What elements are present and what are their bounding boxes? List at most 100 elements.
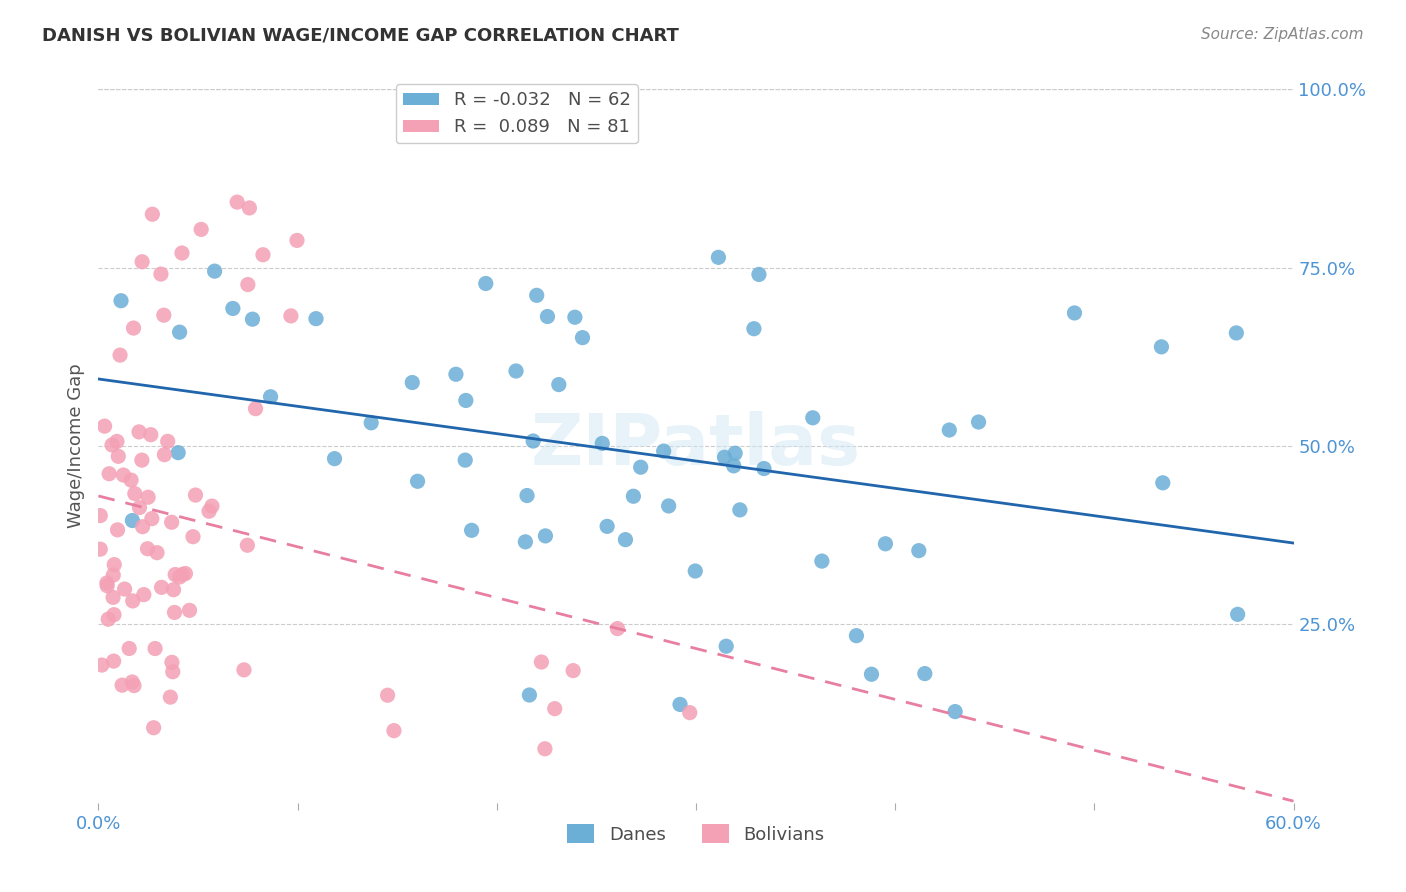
Point [146, 546, 169, 560]
Point [516, 489, 538, 503]
Point [562, 664, 585, 678]
Point [142, 721, 165, 735]
Point [120, 473, 142, 487]
Point [89, 542, 111, 557]
Point [184, 488, 207, 502]
Point [1063, 306, 1085, 320]
Point [103, 568, 125, 582]
Text: Source: ZipAtlas.com: Source: ZipAtlas.com [1201, 27, 1364, 42]
Point [131, 453, 153, 467]
Point [360, 416, 382, 430]
Point [1150, 340, 1173, 354]
Point [162, 582, 184, 597]
Point [526, 288, 548, 302]
Point [131, 519, 153, 533]
Point [121, 675, 143, 690]
Point [1225, 326, 1247, 340]
Point [252, 248, 274, 262]
Point [801, 410, 824, 425]
Point [112, 468, 135, 483]
Point [103, 607, 125, 622]
Point [136, 541, 159, 556]
Point [107, 523, 129, 537]
Point [530, 655, 553, 669]
Point [107, 450, 129, 464]
Point [377, 688, 399, 702]
Point [943, 705, 966, 719]
Point [630, 460, 652, 475]
Point [101, 591, 124, 605]
Point [907, 543, 929, 558]
Point [108, 348, 131, 362]
Point [707, 251, 730, 265]
Point [596, 519, 619, 533]
Point [811, 554, 834, 568]
Point [162, 665, 184, 679]
Point [101, 438, 124, 452]
Point [534, 529, 557, 543]
Point [1226, 607, 1249, 622]
Point [172, 567, 194, 582]
Point [752, 461, 775, 475]
Point [564, 310, 586, 325]
Point [169, 570, 191, 584]
Point [591, 436, 613, 450]
Point [121, 594, 143, 608]
Point [136, 490, 159, 504]
Point [748, 268, 770, 282]
Point [153, 448, 176, 462]
Point [967, 415, 990, 429]
Point [652, 444, 675, 458]
Point [159, 690, 181, 705]
Point [845, 629, 868, 643]
Point [280, 309, 302, 323]
Point [742, 322, 765, 336]
Point [444, 368, 467, 382]
Point [222, 301, 245, 316]
Point [122, 679, 145, 693]
Point [141, 207, 163, 221]
Point [938, 423, 960, 437]
Point [96, 579, 118, 593]
Point [454, 393, 477, 408]
Point [226, 195, 249, 210]
Point [515, 534, 537, 549]
Point [723, 458, 745, 473]
Point [614, 533, 637, 547]
Point [118, 641, 141, 656]
Text: ZIPatlas: ZIPatlas [531, 411, 860, 481]
Point [169, 325, 191, 339]
Point [96, 576, 118, 591]
Point [128, 500, 150, 515]
Point [93, 419, 115, 434]
Point [505, 364, 527, 378]
Point [97, 612, 120, 626]
Point [1152, 475, 1174, 490]
Point [242, 312, 264, 326]
Point [606, 622, 628, 636]
Point [534, 741, 557, 756]
Point [90, 658, 112, 673]
Point [238, 201, 260, 215]
Point [111, 678, 134, 692]
Point [401, 376, 423, 390]
Point [382, 723, 405, 738]
Point [323, 451, 346, 466]
Point [406, 475, 429, 489]
Point [658, 499, 681, 513]
Point [167, 445, 190, 459]
Point [305, 311, 328, 326]
Point [114, 582, 136, 596]
Point [103, 558, 125, 572]
Point [156, 434, 179, 449]
Point [860, 667, 883, 681]
Point [190, 222, 212, 236]
Point [160, 516, 183, 530]
Point [713, 450, 735, 465]
Point [233, 663, 256, 677]
Point [139, 427, 162, 442]
Point [245, 401, 267, 416]
Point [204, 264, 226, 278]
Point [236, 277, 259, 292]
Point [547, 377, 569, 392]
